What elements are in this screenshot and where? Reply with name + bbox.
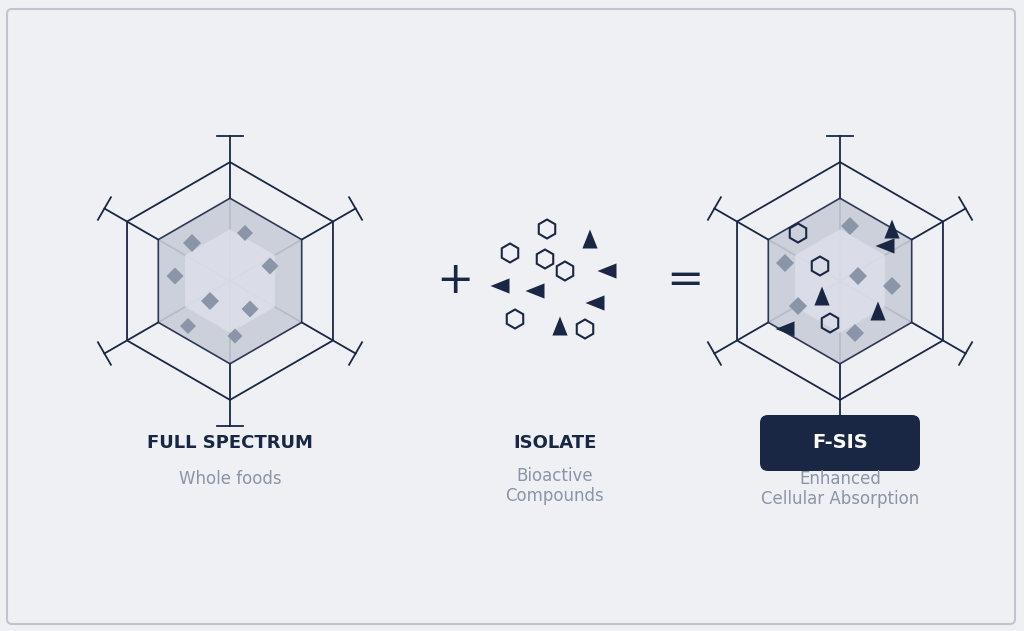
Polygon shape [583, 230, 598, 249]
Polygon shape [876, 239, 895, 254]
Text: +: + [436, 259, 474, 302]
Polygon shape [597, 263, 616, 279]
Polygon shape [846, 324, 864, 342]
Text: FULL SPECTRUM: FULL SPECTRUM [147, 434, 313, 452]
Polygon shape [776, 254, 794, 272]
Polygon shape [261, 257, 279, 274]
Polygon shape [775, 321, 795, 336]
Polygon shape [796, 229, 885, 333]
Polygon shape [227, 329, 243, 343]
Polygon shape [159, 198, 302, 364]
Polygon shape [242, 300, 258, 317]
Polygon shape [814, 286, 829, 305]
Polygon shape [768, 198, 911, 364]
Polygon shape [201, 292, 219, 310]
Polygon shape [490, 278, 510, 293]
Polygon shape [552, 317, 567, 336]
Polygon shape [180, 318, 196, 334]
Text: Enhanced
Cellular Absorption: Enhanced Cellular Absorption [761, 469, 920, 509]
Polygon shape [525, 283, 545, 298]
Polygon shape [885, 220, 900, 239]
Text: Bioactive
Compounds: Bioactive Compounds [506, 466, 604, 505]
Polygon shape [586, 295, 604, 310]
FancyBboxPatch shape [7, 9, 1015, 624]
Polygon shape [870, 302, 886, 321]
Polygon shape [237, 225, 253, 241]
Text: Whole foods: Whole foods [178, 470, 282, 488]
Polygon shape [841, 217, 859, 235]
Text: =: = [667, 259, 703, 302]
FancyBboxPatch shape [760, 415, 920, 471]
Text: ISOLATE: ISOLATE [513, 434, 597, 452]
Polygon shape [167, 268, 183, 285]
Text: F-SIS: F-SIS [812, 433, 868, 452]
Polygon shape [790, 297, 807, 315]
Polygon shape [183, 234, 201, 252]
Polygon shape [185, 229, 274, 333]
Polygon shape [849, 267, 867, 285]
Polygon shape [883, 277, 901, 295]
